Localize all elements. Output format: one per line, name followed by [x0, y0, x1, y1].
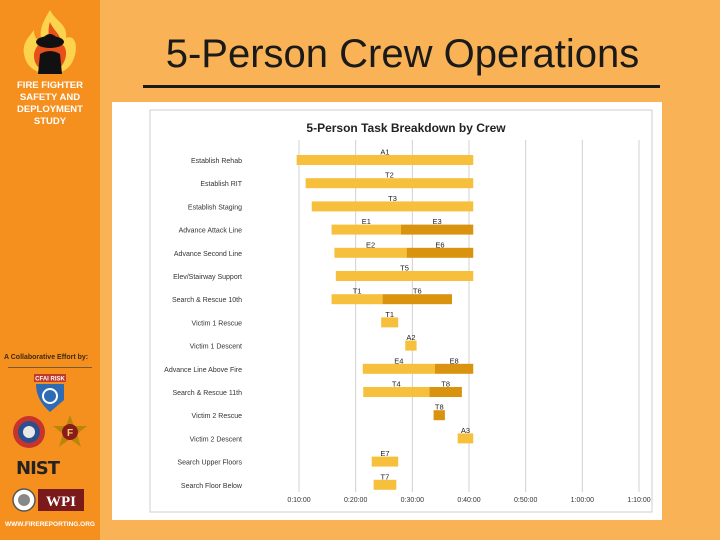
- gantt-chart: 5-Person Task Breakdown by Crew Establis…: [149, 109, 653, 513]
- sidebar-title-line: FIRE FIGHTER: [17, 80, 83, 91]
- task-bar: [406, 247, 474, 258]
- task-label: Advance Line Above Fire: [164, 367, 242, 374]
- task-label: Advance Second Line: [174, 251, 242, 258]
- sidebar-title-line: STUDY: [33, 116, 67, 127]
- x-tick-label: 0:40:00: [457, 497, 480, 504]
- task-label: Victim 2 Rescue: [192, 413, 243, 420]
- title-underline: [143, 85, 660, 88]
- task-label: Establish Staging: [188, 204, 242, 211]
- cfai-risk-logo-text: CFAI RISK: [35, 377, 65, 383]
- bar-label: E8: [450, 356, 459, 365]
- firefighter-flame-logo: [23, 10, 76, 74]
- divider: [8, 367, 92, 368]
- task-bar: [381, 317, 399, 328]
- task-bar: [362, 363, 435, 374]
- gridlines: [298, 140, 640, 492]
- bar-label: A1: [380, 148, 389, 157]
- slide-title: 5-Person Crew Operations: [165, 32, 640, 76]
- sidebar-title-line: SAFETY AND: [19, 92, 81, 103]
- task-label: Search Upper Floors: [177, 460, 242, 467]
- bar-label: T1: [353, 287, 362, 296]
- task-label: Victim 1 Rescue: [192, 320, 243, 327]
- iaff-logo: F: [53, 415, 87, 447]
- task-label: Elev/Stairway Support: [173, 274, 242, 281]
- bar-label: E2: [366, 240, 375, 249]
- bar-label: T5: [400, 264, 409, 273]
- x-tick-label: 1:00:00: [571, 497, 594, 504]
- task-labels: Establish Rehab Establish RIT Establish St…: [164, 158, 243, 490]
- bar-label: T8: [441, 380, 450, 389]
- bar-label: T3: [388, 194, 397, 203]
- task-bar: [435, 363, 474, 374]
- bar-label: E6: [435, 240, 444, 249]
- x-axis-ticks: 0:10:00 0:20:00 0:30:00 0:40:00 0:50:00 1:00:…: [287, 497, 650, 504]
- task-bar: [405, 340, 417, 351]
- bar-label: E1: [362, 217, 371, 226]
- task-bar: [331, 294, 383, 305]
- bar-label: T1: [385, 310, 394, 319]
- task-bar: [433, 410, 445, 421]
- task-bar: [363, 387, 430, 397]
- x-tick-label: 1:10:00: [627, 497, 650, 504]
- bar-label: E4: [394, 356, 403, 365]
- cfai-risk-logo: CFAI RISK: [34, 374, 66, 412]
- bar-label: A2: [406, 333, 415, 342]
- sidebar: FIRE FIGHTER SAFETY AND DEPLOYMENT STUDY…: [0, 0, 100, 540]
- task-bar: [429, 387, 462, 397]
- x-tick-label: 0:30:00: [401, 497, 424, 504]
- wpi-logo: WPI: [12, 488, 84, 512]
- task-label: Establish Rehab: [191, 158, 242, 165]
- task-label: Establish RIT: [200, 181, 242, 188]
- task-bar: [331, 224, 401, 235]
- task-label: Advance Attack Line: [179, 228, 243, 235]
- collab-label: A Collaborative Effort by:: [4, 354, 89, 361]
- bar-label: T7: [381, 472, 390, 481]
- task-label: Victim 1 Descent: [190, 344, 242, 351]
- task-label: Victim 2 Descent: [190, 436, 242, 443]
- task-bar: [335, 271, 474, 281]
- task-bar: [371, 456, 399, 467]
- bar-label: E7: [380, 449, 389, 458]
- chart-frame: [149, 109, 653, 513]
- task-bar: [305, 178, 474, 189]
- task-bar: [296, 155, 474, 165]
- bar-label: T2: [385, 171, 394, 180]
- bar-label: A3: [461, 426, 470, 435]
- bar-label: T6: [413, 287, 422, 296]
- sidebar-title-line: DEPLOYMENT: [17, 104, 83, 115]
- task-bar: [457, 433, 474, 444]
- task-bar: [311, 201, 474, 212]
- bar-label: T8: [435, 403, 444, 412]
- website-link[interactable]: WWW.FIREREPORTING.ORG: [5, 521, 95, 528]
- task-label: Search & Rescue 11th: [172, 390, 242, 397]
- bar-label: E3: [433, 217, 442, 226]
- task-label: Search & Rescue 10th: [172, 297, 242, 304]
- task-bar: [401, 224, 474, 235]
- task-label: Search Floor Below: [181, 483, 243, 490]
- x-tick-label: 0:10:00: [287, 497, 310, 504]
- iafc-logo: [13, 416, 45, 448]
- bar-label: T4: [392, 380, 401, 389]
- x-tick-label: 0:50:00: [514, 497, 537, 504]
- task-bars: A1 T2 T3 E1 E3 E2 E6 T5 T1 T6 T1 A2 E4 E8 T4 T8 T8 A3 E7 T7: [296, 148, 474, 490]
- task-bar: [373, 479, 397, 490]
- task-bar: [334, 247, 407, 258]
- task-bar: [382, 294, 452, 305]
- x-tick-label: 0:20:00: [344, 497, 367, 504]
- chart-title: 5-Person Task Breakdown by Crew: [306, 121, 506, 135]
- wpi-logo-text: WPI: [46, 494, 76, 510]
- svg-text:F: F: [67, 428, 73, 439]
- nist-logo: NIST: [16, 458, 60, 479]
- chart-panel: 5-Person Task Breakdown by Crew Establis…: [112, 102, 662, 520]
